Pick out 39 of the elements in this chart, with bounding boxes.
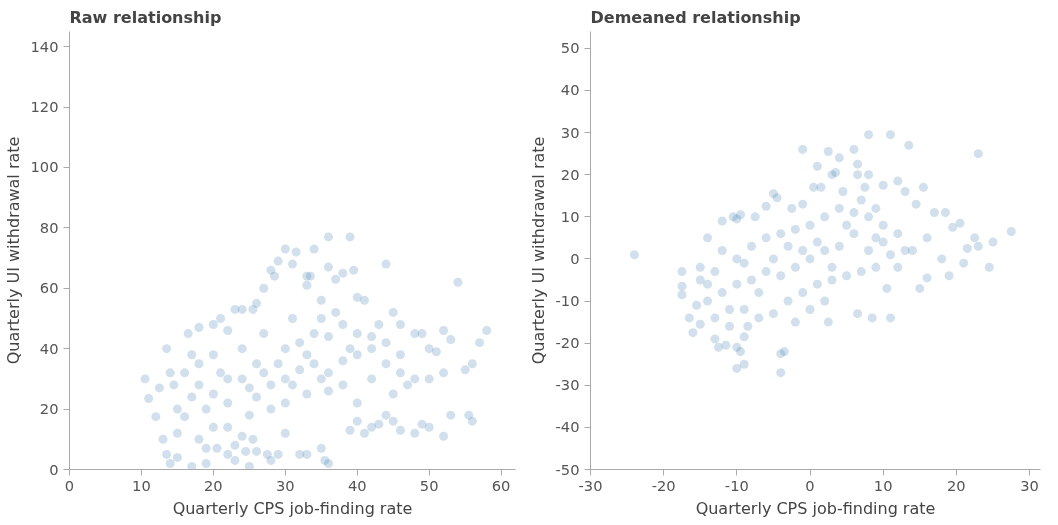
y-tick-label: 0 — [49, 460, 59, 478]
chart-title: Raw relationship — [69, 7, 222, 27]
y-tick-label: 20 — [560, 165, 580, 183]
x-tick-label: -20 — [651, 476, 676, 494]
y-tick-label: 60 — [39, 279, 59, 297]
x-tick-label: 20 — [204, 476, 223, 494]
x-tick-label: 50 — [419, 476, 439, 494]
x-tick-label: 30 — [275, 476, 295, 494]
y-axis-title: Quarterly UI withdrawal rate — [3, 136, 23, 365]
y-tick-label: 100 — [30, 158, 59, 176]
y-tick-label: 40 — [560, 81, 580, 99]
x-tick-label: 60 — [491, 476, 511, 494]
x-axis-title: Quarterly CPS job-finding rate — [695, 498, 936, 518]
x-tick-label: 20 — [947, 476, 966, 494]
y-tick-label: -20 — [555, 334, 580, 352]
x-tick-label: 10 — [132, 476, 151, 494]
y-tick-label: 120 — [30, 98, 59, 116]
y-tick-label: -30 — [555, 376, 580, 394]
y-tick-label: 140 — [30, 37, 59, 55]
y-axis-title: Quarterly UI withdrawal rate — [528, 136, 548, 365]
y-tick-label: -50 — [555, 460, 580, 478]
x-tick-label: -10 — [724, 476, 749, 494]
chart-title: Demeaned relationship — [590, 7, 801, 27]
x-tick-label: -30 — [578, 476, 603, 494]
y-tick-label: 20 — [39, 400, 59, 418]
x-axis-title: Quarterly CPS job-finding rate — [172, 498, 413, 518]
y-tick-label: 0 — [570, 249, 580, 267]
y-tick-label: 50 — [560, 39, 580, 57]
x-tick-label: 0 — [64, 476, 75, 494]
y-tick-label: -10 — [555, 292, 580, 310]
y-tick-label: 30 — [560, 123, 580, 141]
x-tick-label: 10 — [873, 476, 893, 494]
x-tick-label: 30 — [1020, 476, 1039, 494]
x-tick-label: 40 — [347, 476, 367, 494]
y-tick-label: 80 — [39, 218, 59, 236]
y-tick-label: 40 — [39, 339, 59, 357]
y-tick-label: 10 — [560, 207, 580, 225]
x-tick-label: 0 — [805, 476, 815, 494]
y-tick-label: -40 — [555, 418, 580, 436]
